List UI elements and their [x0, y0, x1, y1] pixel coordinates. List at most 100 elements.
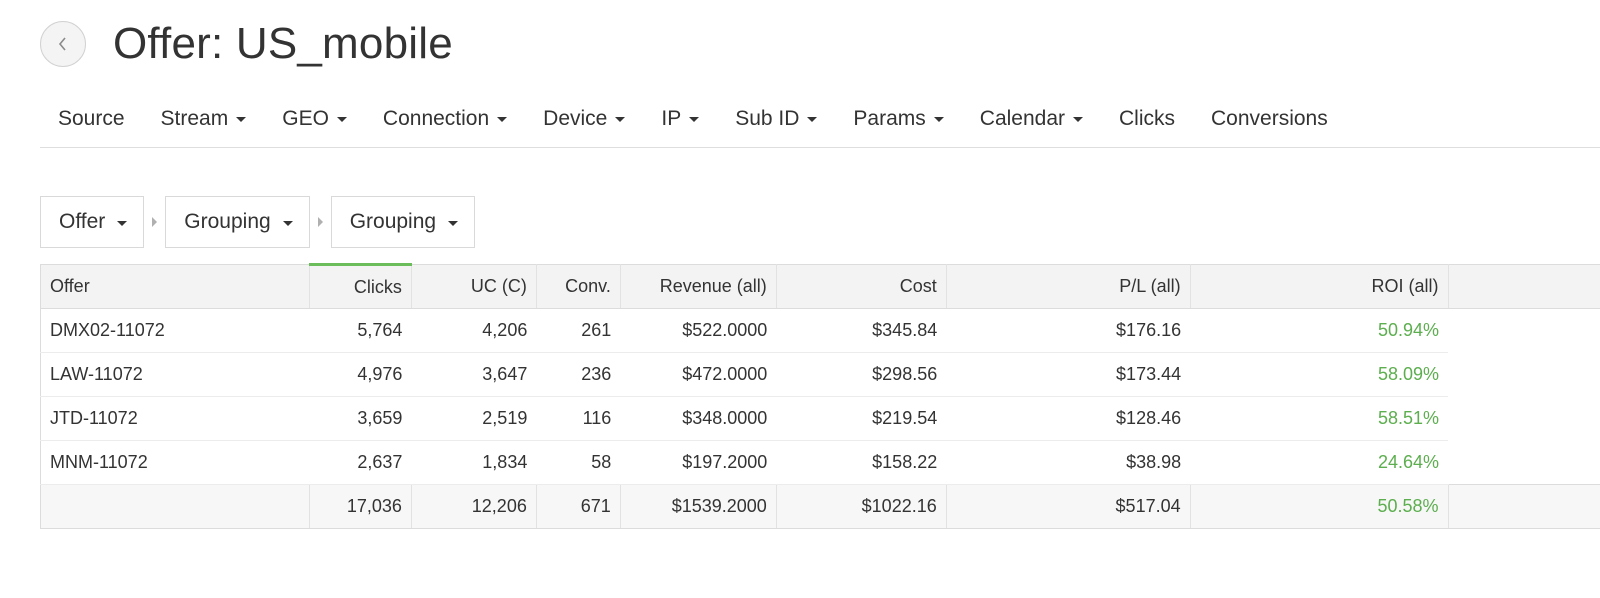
column-header-roi[interactable]: ROI (all): [1190, 264, 1449, 309]
tab-label: Stream: [160, 106, 229, 130]
cell-offer: DMX02-11072: [40, 308, 310, 353]
column-header-uc[interactable]: UC (C): [411, 264, 537, 309]
table-row[interactable]: JTD-11072 3,659 2,519 116 $348.0000 $219…: [40, 396, 1600, 441]
cell-conv: 261: [536, 308, 621, 353]
column-header-conv[interactable]: Conv.: [536, 264, 621, 309]
cell-uc: 3,647: [411, 352, 537, 397]
tab-sub-id[interactable]: Sub ID: [717, 97, 835, 141]
caret-down-icon: [448, 220, 459, 226]
cell-cost: $345.84: [776, 308, 947, 353]
tab-conversions[interactable]: Conversions: [1193, 97, 1346, 141]
column-header-clicks[interactable]: Clicks: [309, 263, 412, 309]
cell-uc: 1,834: [411, 440, 537, 485]
cell-cost: $219.54: [776, 396, 947, 441]
tab-label: Source: [58, 106, 125, 130]
row-filler: [1448, 441, 1600, 485]
caret-down-icon: [689, 117, 700, 122]
tab-label: Device: [543, 106, 608, 130]
cell-roi: 50.94%: [1190, 308, 1449, 353]
page-header: Offer: US_mobile: [40, 19, 453, 69]
cell-conv: 116: [536, 396, 621, 441]
row-filler: [1448, 353, 1600, 397]
column-header-offer[interactable]: Offer: [40, 264, 310, 309]
table-row[interactable]: LAW-11072 4,976 3,647 236 $472.0000 $298…: [40, 352, 1600, 397]
cell-cost: $298.56: [776, 352, 947, 397]
tab-ip[interactable]: IP: [643, 97, 717, 141]
tab-calendar[interactable]: Calendar: [962, 97, 1101, 141]
column-header-revenue[interactable]: Revenue (all): [620, 264, 777, 309]
tab-stream[interactable]: Stream: [143, 97, 265, 141]
caret-down-icon: [497, 117, 508, 122]
table-row[interactable]: MNM-11072 2,637 1,834 58 $197.2000 $158.…: [40, 440, 1600, 485]
totals-filler: [1448, 484, 1600, 529]
page-title: Offer: US_mobile: [113, 19, 453, 68]
cell-revenue: $522.0000: [620, 308, 777, 353]
tab-label: Conversions: [1211, 106, 1328, 130]
cell-pl: $38.98: [946, 440, 1191, 485]
tab-label: Sub ID: [735, 106, 800, 130]
total-revenue: $1539.2000: [620, 484, 777, 529]
grouping-label: Offer: [59, 210, 106, 233]
caret-down-icon: [933, 117, 944, 122]
caret-down-icon: [336, 117, 347, 122]
caret-down-icon: [282, 220, 293, 226]
row-filler: [1448, 309, 1600, 353]
tab-label: Calendar: [979, 106, 1066, 130]
grouping-label: Grouping: [184, 210, 271, 233]
cell-pl: $176.16: [946, 308, 1191, 353]
tab-params[interactable]: Params: [835, 97, 961, 141]
cell-clicks: 4,976: [309, 352, 412, 397]
tab-device[interactable]: Device: [525, 97, 643, 141]
caret-down-icon: [1073, 117, 1084, 122]
tab-connection[interactable]: Connection: [365, 97, 525, 141]
grouping-select-2[interactable]: Grouping: [165, 196, 310, 248]
column-header-cost[interactable]: Cost: [776, 264, 947, 309]
tab-label: IP: [661, 106, 682, 130]
caret-down-icon: [117, 220, 128, 226]
total-cost: $1022.16: [776, 484, 947, 529]
cell-conv: 58: [536, 440, 621, 485]
tab-source[interactable]: Source: [40, 97, 143, 141]
report-table: Offer Clicks UC (C) Conv. Revenue (all) …: [40, 263, 1600, 529]
cell-clicks: 3,659: [309, 396, 412, 441]
tab-clicks[interactable]: Clicks: [1101, 97, 1193, 141]
grouping-label: Grouping: [349, 210, 437, 233]
cell-pl: $128.46: [946, 396, 1191, 441]
cell-offer: MNM-11072: [40, 440, 310, 485]
table-header-row: Offer Clicks UC (C) Conv. Revenue (all) …: [40, 263, 1600, 309]
grouping-select-3[interactable]: Grouping: [330, 196, 476, 248]
tab-label: Params: [853, 106, 926, 130]
cell-roi: 24.64%: [1190, 440, 1449, 485]
tab-label: Connection: [382, 106, 490, 130]
cell-cost: $158.22: [776, 440, 947, 485]
header-filler: [1448, 264, 1600, 309]
cell-clicks: 5,764: [309, 308, 412, 353]
cell-offer: LAW-11072: [40, 352, 310, 397]
cell-revenue: $472.0000: [620, 352, 777, 397]
report-nav: Source Stream GEO Connection Device IP S…: [40, 90, 1600, 148]
cell-uc: 2,519: [411, 396, 537, 441]
cell-conv: 236: [536, 352, 621, 397]
grouping-bar: Offer Grouping Grouping: [40, 196, 476, 248]
caret-down-icon: [807, 117, 818, 122]
tab-label: Clicks: [1119, 106, 1176, 130]
table-totals-row: 17,036 12,206 671 $1539.2000 $1022.16 $5…: [40, 484, 1600, 529]
tab-geo[interactable]: GEO: [264, 97, 365, 141]
cell-offer: JTD-11072: [40, 396, 310, 441]
cell-uc: 4,206: [411, 308, 537, 353]
total-roi: 50.58%: [1190, 484, 1449, 529]
cell-revenue: $348.0000: [620, 396, 777, 441]
total-uc: 12,206: [411, 484, 537, 529]
cell-roi: 58.51%: [1190, 396, 1449, 441]
grouping-select-1[interactable]: Offer: [40, 196, 145, 248]
back-button[interactable]: [40, 21, 86, 67]
tab-label: GEO: [282, 106, 329, 130]
total-clicks: 17,036: [309, 484, 412, 529]
row-filler: [1448, 397, 1600, 441]
chevron-left-icon: [58, 37, 66, 51]
total-offer: [40, 484, 310, 529]
column-header-pl[interactable]: P/L (all): [946, 264, 1191, 309]
table-row[interactable]: DMX02-11072 5,764 4,206 261 $522.0000 $3…: [40, 308, 1600, 353]
total-pl: $517.04: [946, 484, 1191, 529]
